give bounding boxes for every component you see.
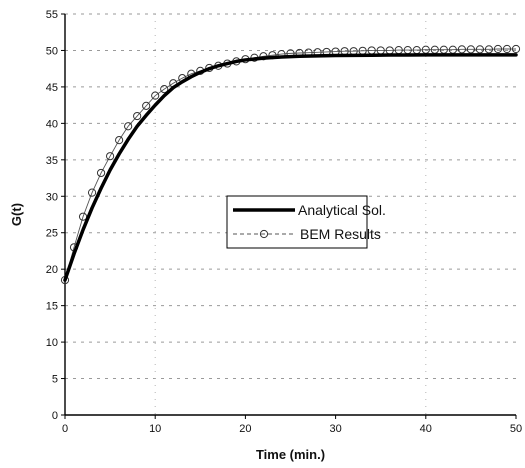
data-point-bem (106, 152, 115, 161)
y-axis-title: G(t) (9, 203, 24, 226)
y-tick-label-5: 5 (52, 374, 58, 386)
axes (64, 14, 516, 416)
series-group (60, 44, 521, 285)
x-tick-label-50: 50 (510, 423, 522, 435)
y-tick-label-25: 25 (46, 228, 58, 240)
series-line-bem (64, 48, 516, 281)
y-tick-label-40: 40 (46, 118, 58, 130)
y-tick-label-55: 55 (46, 9, 58, 21)
x-tick-label-20: 20 (239, 423, 251, 435)
data-point-bem (87, 188, 97, 197)
data-point-bem (151, 91, 160, 100)
data-point-bem (96, 168, 106, 178)
data-point-bem (511, 44, 521, 54)
data-point-bem (493, 44, 503, 54)
y-tick-label-35: 35 (46, 155, 58, 167)
legend-label-bem: BEM Results (300, 226, 381, 242)
y-tick-label-15: 15 (46, 301, 58, 313)
y-tick-label-10: 10 (46, 337, 58, 349)
x-tick-label-0: 0 (62, 423, 68, 435)
data-point-bem (475, 45, 485, 54)
data-point-bem (502, 44, 512, 54)
x-tick-label-30: 30 (329, 423, 341, 435)
series-line-analytical (63, 53, 518, 282)
x-axis-title: Time (min.) (256, 447, 325, 462)
data-point-bem (457, 45, 466, 54)
data-point-bem (466, 45, 475, 54)
legend-label-analytical: Analytical Sol. (298, 202, 386, 218)
y-tick-label-20: 20 (46, 264, 58, 276)
data-point-bem (484, 45, 494, 54)
y-tick-label-50: 50 (46, 45, 58, 57)
legend-marker-bem (259, 229, 269, 239)
data-point-bem (142, 101, 151, 110)
y-tick-label-0: 0 (52, 410, 58, 422)
x-tick-label-40: 40 (420, 423, 432, 435)
legend-box (226, 195, 368, 249)
y-axis-ticks: 0 5 10 15 20 25 30 35 40 45 50 55 (46, 9, 65, 422)
x-axis-ticks: 0 10 20 30 40 50 (62, 415, 522, 435)
y-tick-label-30: 30 (46, 191, 58, 203)
y-tick-label-45: 45 (46, 82, 58, 94)
legend: Analytical Sol. BEM Results (226, 195, 386, 249)
data-point-bem (160, 84, 169, 94)
data-point-bem (124, 122, 133, 131)
data-point-bem (133, 111, 142, 121)
data-point-bem (115, 136, 124, 145)
x-tick-label-10: 10 (149, 423, 161, 435)
